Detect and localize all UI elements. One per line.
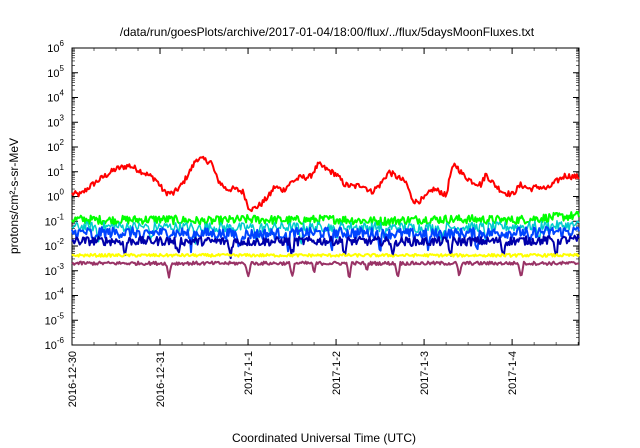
y-tick-label: 103	[47, 113, 64, 129]
series-line-3	[71, 226, 580, 254]
chart-title: /data/run/goesPlots/archive/2017-01-04/1…	[120, 25, 535, 39]
y-tick-label: 10-1	[45, 212, 65, 228]
y-tick-label: 105	[47, 64, 64, 80]
y-tick-label: 102	[47, 138, 64, 154]
y-tick-label: 106	[47, 39, 64, 55]
x-tick-label: 2016-12-30	[67, 351, 79, 407]
y-tick-label: 10-3	[45, 262, 65, 278]
y-axis-label: protons/cm²-s-sr-MeV	[7, 138, 21, 254]
series-line-0	[71, 155, 580, 213]
series-group	[71, 155, 580, 279]
y-tick-label: 10-5	[45, 311, 65, 327]
x-tick-label: 2017-1-1	[243, 351, 255, 395]
plot-area: 10-6 10-5 10-4 10-3 10-2 10-1 100 101 102 103 104 1…	[45, 39, 580, 407]
y-tick-label: 100	[47, 188, 64, 204]
y-axis: 10-6 10-5 10-4 10-3 10-2 10-1 100 101 102 103 104 1…	[45, 39, 579, 352]
series-line-5	[71, 252, 580, 258]
x-axis: 2016-12-30 2016-12-31 2017-1-1 2017-1-2 2017…	[67, 48, 579, 407]
x-tick-label: 2017-1-2	[331, 351, 343, 395]
series-line-1	[71, 210, 580, 227]
y-tick-label: 101	[47, 163, 64, 179]
x-tick-label: 2016-12-31	[155, 351, 167, 407]
x-tick-label: 2017-1-4	[507, 351, 519, 395]
x-axis-label: Coordinated Universal Time (UTC)	[232, 431, 416, 445]
x-tick-label: 2017-1-3	[419, 351, 431, 395]
y-tick-label: 10-2	[45, 237, 65, 253]
series-line-6	[71, 260, 579, 279]
series-line-4	[71, 234, 580, 260]
y-tick-label: 104	[47, 89, 64, 105]
y-tick-label: 10-4	[45, 287, 65, 303]
y-tick-label: 10-6	[45, 336, 65, 352]
plot-frame	[71, 47, 580, 346]
